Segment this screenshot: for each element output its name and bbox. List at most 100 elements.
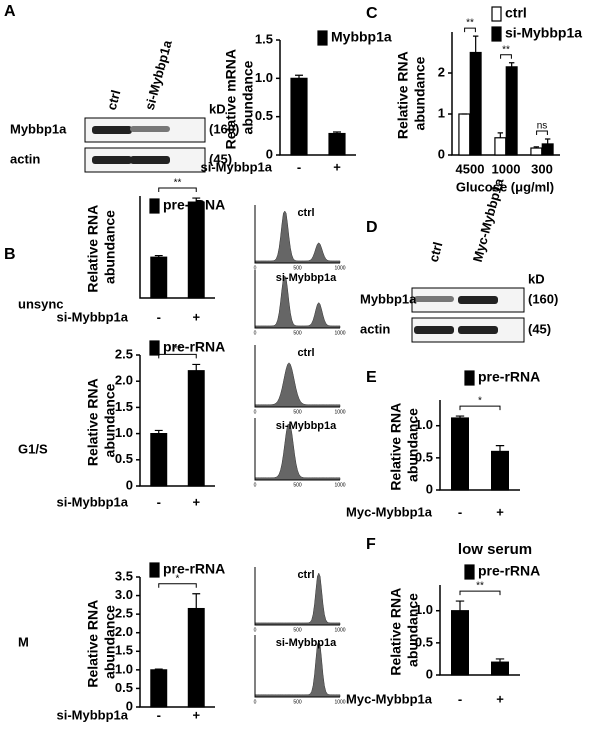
histogram-tick: 0 [254,330,257,336]
significance-label: * [478,396,482,407]
error-bar [154,254,163,258]
panel-label: D [366,219,378,236]
histogram [254,572,341,626]
histogram-tick: 1000 [334,409,345,415]
y-tick-label: 1 [438,105,445,120]
error-bar [455,415,465,418]
y-tick-label: 0.5 [115,451,133,466]
significance-label: * [176,573,180,584]
x-axis-label: si-Mybbp1a [56,309,128,324]
band [130,156,170,164]
band [92,126,132,134]
y-tick-label: 0 [126,698,133,713]
bar [494,137,507,156]
significance-label: ** [174,178,182,189]
unit-label: kD [528,271,545,286]
x-tick-label: - [458,691,462,706]
y-tick-label: 1.0 [255,70,273,85]
band [414,296,454,302]
histogram [254,640,341,698]
histogram-label: ctrl [297,207,314,219]
legend-swatch [149,340,160,356]
bar [150,669,168,708]
histogram-label: si-Mybbp1a [276,420,337,432]
histogram [254,423,341,481]
lane-label: ctrl [426,240,446,263]
histogram-label: ctrl [297,347,314,359]
error-bar [508,62,515,67]
x-tick-label: - [297,159,301,174]
lane-label: ctrl [104,88,124,111]
bar [187,370,205,487]
histogram-tick: 500 [293,482,302,488]
histogram-tick: 500 [293,265,302,271]
error-bar [455,600,465,611]
histogram-tick: 1000 [334,265,345,271]
y-tick-label: 0.5 [255,108,273,123]
legend-swatch [491,6,502,22]
legend-swatch [491,26,502,42]
legend-label: ctrl [505,5,527,21]
band-size: (160) [209,121,239,136]
legend-label: pre-rRNA [478,563,540,579]
error-bar [495,658,505,663]
error-bar [154,429,163,434]
y-tick-label: 0.5 [115,680,133,695]
y-axis-label: Relative mRNA abundance [222,46,255,150]
histogram-tick: 0 [254,409,257,415]
significance-label: ** [174,344,182,355]
x-tick-label: - [458,504,462,519]
significance-bracket [158,353,197,359]
error-bar [472,35,479,53]
histogram-tick: 1000 [334,699,345,705]
histogram-axis [254,205,340,264]
panel-label: E [366,369,377,386]
significance-label: ** [476,581,484,592]
chart-title: low serum [458,541,532,558]
error-bar [192,197,201,203]
significance-bracket [459,590,501,596]
histogram-axis [254,270,340,329]
histogram-tick: 1000 [334,627,345,633]
y-tick-label: 3.5 [115,568,133,583]
error-bar [192,363,201,371]
band-size: (45) [528,321,551,336]
y-tick-label: 1.0 [415,417,433,432]
y-tick-label: 1.0 [115,425,133,440]
significance-label: ns [537,121,548,132]
bar [451,417,470,491]
error-bar [544,138,551,144]
y-tick-label: 0 [266,146,273,161]
legend-swatch [149,198,160,214]
y-axis-label: Relative RNA abundance [387,399,420,490]
histogram-label: si-Mybbp1a [276,272,337,284]
y-tick-label: 1.0 [415,602,433,617]
significance-label: ** [466,18,474,29]
x-tick-label: 4500 [456,161,485,176]
band-label: Mybbp1a [360,291,417,306]
panel-label: A [4,3,16,20]
y-tick-label: 0 [426,666,433,681]
band-label: actin [360,321,390,336]
histogram-tick: 500 [293,409,302,415]
band [130,126,170,132]
bar [187,201,205,299]
bar [505,66,518,156]
panel-label: C [366,5,378,22]
bar [150,256,168,299]
histogram [254,275,341,329]
y-tick-label: 1.5 [115,399,133,414]
x-tick-label: - [157,707,161,722]
bar [530,147,543,156]
band-label: Mybbp1a [10,121,67,136]
significance-bracket [158,583,197,588]
panel-label: F [366,536,376,553]
row-label: unsync [18,296,64,311]
y-tick-label: 0.5 [415,634,433,649]
legend-label: pre-rRNA [163,339,225,355]
significance-bracket [536,130,548,136]
y-tick-label: 0.5 [415,449,433,464]
error-bar [192,593,201,609]
y-axis-label: Relative RNA abundance [394,48,427,139]
histogram-tick: 0 [254,699,257,705]
